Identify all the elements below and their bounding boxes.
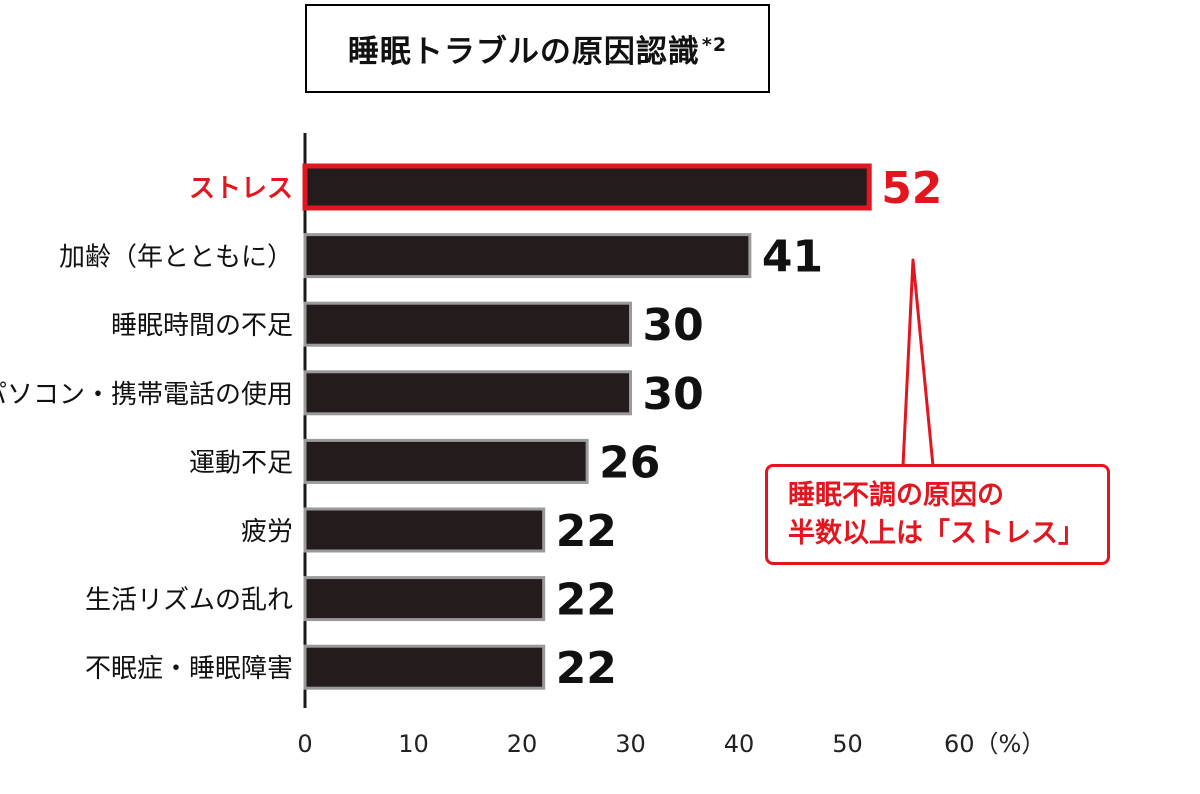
chart-title: 睡眠トラブルの原因認識 *2 bbox=[347, 33, 728, 70]
x-tick-label-0: 0 bbox=[297, 730, 312, 758]
bar-5 bbox=[303, 507, 546, 553]
bar-7 bbox=[303, 644, 546, 690]
category-label-5: 疲労 bbox=[241, 517, 293, 547]
value-label-7: 22 bbox=[556, 643, 617, 694]
value-label-4: 26 bbox=[599, 437, 660, 488]
bar-0 bbox=[302, 163, 872, 211]
value-label-3: 30 bbox=[643, 369, 704, 420]
category-label-6: 生活リズムの乱れ bbox=[85, 586, 293, 616]
category-label-1: 加齢（年とともに） bbox=[59, 243, 293, 273]
x-tick-label-4: 40 bbox=[724, 730, 755, 758]
x-tick-label-3: 30 bbox=[615, 730, 646, 758]
x-tick-label-2: 20 bbox=[507, 730, 538, 758]
category-label-3: パソコン・携帯電話の使用 bbox=[0, 380, 293, 410]
bar-1 bbox=[303, 233, 752, 279]
category-label-7: 不眠症・睡眠障害 bbox=[85, 654, 293, 684]
chart-title-box: 睡眠トラブルの原因認識 *2 bbox=[305, 4, 770, 93]
callout-pointer bbox=[901, 258, 935, 468]
bar-2 bbox=[303, 301, 632, 347]
value-label-1: 41 bbox=[762, 232, 823, 283]
callout-box: 睡眠不調の原因の 半数以上は「ストレス」 bbox=[765, 464, 1110, 565]
value-label-0: 52 bbox=[881, 163, 942, 214]
x-tick-label-1: 10 bbox=[398, 730, 429, 758]
category-label-4: 運動不足 bbox=[189, 448, 293, 478]
value-label-2: 30 bbox=[643, 300, 704, 351]
value-label-6: 22 bbox=[556, 575, 617, 626]
title-note-mark: *2 bbox=[701, 33, 728, 56]
bar-3 bbox=[303, 370, 632, 416]
bar-6 bbox=[303, 576, 546, 622]
callout-line-1: 睡眠不調の原因の bbox=[788, 479, 1004, 511]
value-label-5: 22 bbox=[556, 506, 617, 557]
x-tick-label-6: 60（%） bbox=[944, 730, 1045, 758]
x-tick-label-5: 50 bbox=[832, 730, 863, 758]
bar-4 bbox=[303, 438, 589, 484]
category-label-0: ストレス bbox=[189, 174, 293, 204]
category-label-2: 睡眠時間の不足 bbox=[111, 311, 293, 341]
callout-line-2: 半数以上は「ストレス」 bbox=[788, 517, 1085, 549]
